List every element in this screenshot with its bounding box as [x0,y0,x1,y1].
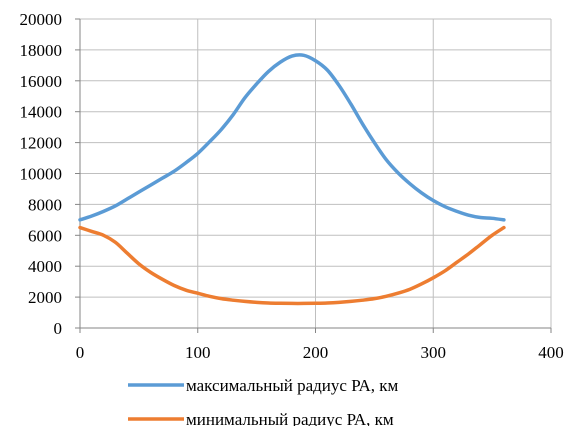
y-tick-label: 16000 [20,72,63,91]
x-tick-label: 400 [538,343,564,362]
y-tick-label: 20000 [20,10,63,29]
axes [75,18,552,333]
series-line-max-radius [78,53,506,222]
tick-labels: 0200040006000800010000120001400016000180… [20,10,564,362]
y-tick-label: 8000 [28,195,62,214]
y-tick-label: 12000 [20,134,63,153]
x-tick-label: 300 [421,343,447,362]
y-tick-label: 10000 [20,165,63,184]
x-tick-label: 0 [76,343,85,362]
legend-label: минимальный радиус РА, км [186,410,394,426]
legend-label: максимальный радиус РА, км [186,376,399,395]
x-tick-label: 100 [185,343,211,362]
y-tick-label: 18000 [20,41,63,60]
series-lines [78,53,506,306]
y-tick-label: 0 [54,319,63,338]
legend: максимальный радиус РА, км минимальный ра… [128,376,399,426]
y-tick-label: 2000 [28,288,62,307]
x-tick-label: 200 [303,343,329,362]
y-tick-label: 4000 [28,257,62,276]
grid [80,18,552,328]
series-line-min-radius [78,225,506,306]
y-tick-label: 14000 [20,103,63,122]
y-tick-label: 6000 [28,226,62,245]
